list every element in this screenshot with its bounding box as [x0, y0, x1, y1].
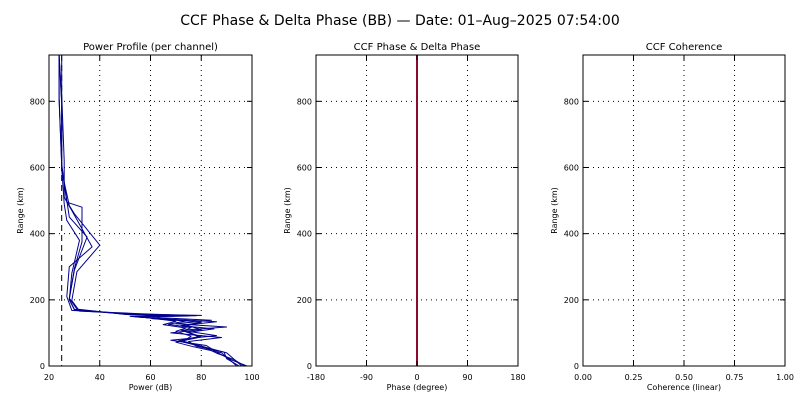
x-axis-label: Power (dB) — [129, 383, 173, 392]
x-axis-label: Phase (degree) — [387, 383, 448, 392]
y-tick-label: 400 — [30, 230, 45, 239]
x-tick-label: 60 — [145, 373, 155, 382]
chart-panel-1: 20 40 60 80 100 0 200 400 600 800 Power Profile (p… — [16, 42, 260, 392]
y-tick-label: 0 — [574, 362, 579, 371]
chart-panel-3: 0.00 0.25 0.50 0.75 1.00 0 200 400 600 800 CCF Coh… — [550, 42, 794, 392]
y-tick-label: 800 — [30, 97, 45, 106]
panel-title: Power Profile (per channel) — [83, 42, 218, 53]
x-tick-label: 0 — [414, 373, 419, 382]
x-tick-label: 0.50 — [675, 373, 693, 382]
x-tick-label: -180 — [307, 373, 325, 382]
y-tick-label: 200 — [297, 296, 312, 305]
x-tick-label: 20 — [44, 373, 54, 382]
x-tick-label: 100 — [244, 373, 259, 382]
y-axis-label: Range (km) — [16, 187, 25, 234]
series-line-4 — [58, 54, 240, 367]
x-tick-label: -90 — [360, 373, 373, 382]
series-line-5 — [58, 55, 245, 367]
figure-title: CCF Phase & Delta Phase (BB) — Date: 01–… — [180, 13, 620, 29]
x-tick-label: 40 — [95, 373, 105, 382]
y-tick-label: 800 — [564, 97, 579, 106]
y-tick-label: 600 — [30, 163, 45, 172]
y-tick-label: 400 — [297, 230, 312, 239]
panels: 20 40 60 80 100 0 200 400 600 800 Power Profile (p… — [16, 42, 794, 392]
y-axis-label: Range (km) — [283, 187, 292, 234]
x-tick-label: 0.75 — [726, 373, 744, 382]
y-tick-label: 0 — [307, 362, 312, 371]
y-tick-label: 200 — [30, 296, 45, 305]
x-tick-label: 180 — [510, 373, 525, 382]
x-tick-label: 1.00 — [776, 373, 794, 382]
y-tick-label: 0 — [40, 362, 45, 371]
series-line-2 — [58, 55, 238, 367]
panel-title: CCF Coherence — [646, 42, 723, 53]
y-axis-label: Range (km) — [550, 187, 559, 234]
panel-title: CCF Phase & Delta Phase — [354, 42, 481, 53]
y-tick-label: 800 — [297, 97, 312, 106]
x-tick-label: 0.25 — [625, 373, 643, 382]
x-tick-label: 80 — [196, 373, 206, 382]
x-axis-label: Coherence (linear) — [647, 383, 721, 392]
y-tick-label: 400 — [564, 230, 579, 239]
y-tick-label: 200 — [564, 296, 579, 305]
x-tick-label: 0.00 — [574, 373, 592, 382]
y-tick-label: 600 — [564, 163, 579, 172]
y-tick-label: 600 — [297, 163, 312, 172]
x-tick-label: 90 — [462, 373, 472, 382]
chart-panel-2: -180 -90 0 90 180 0 200 400 600 800 CCF Phase & De… — [283, 42, 526, 392]
